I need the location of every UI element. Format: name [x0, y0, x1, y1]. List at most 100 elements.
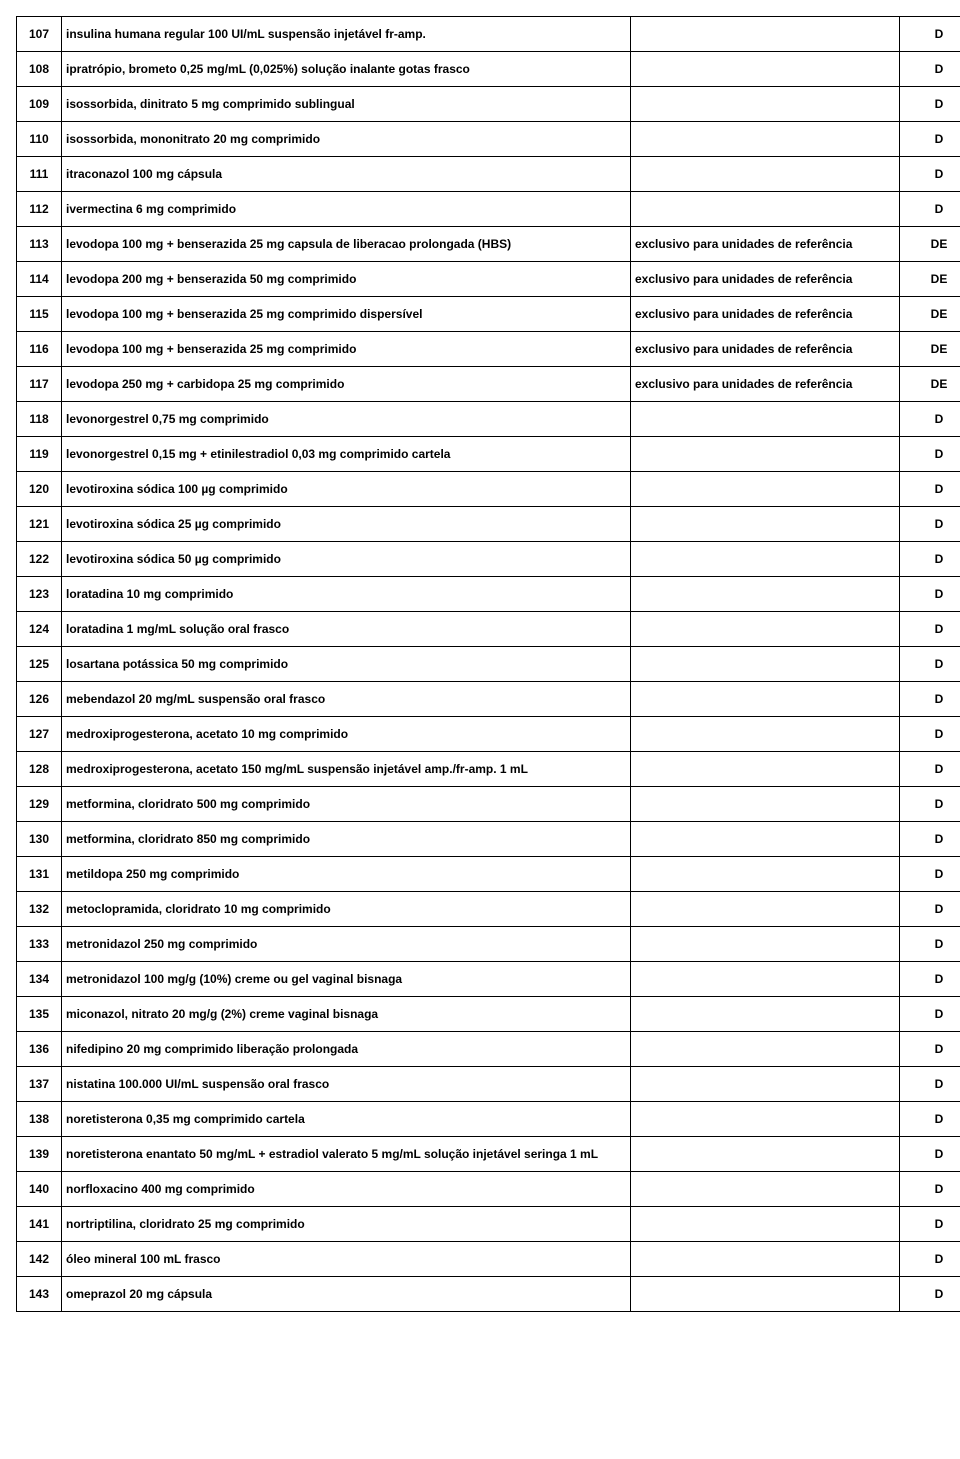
- row-number: 125: [17, 647, 62, 682]
- table-row: 121levotiroxina sódica 25 µg comprimidoD: [17, 507, 960, 542]
- row-note: [631, 1277, 900, 1312]
- row-code: D: [900, 927, 960, 962]
- row-number: 120: [17, 472, 62, 507]
- row-number: 121: [17, 507, 62, 542]
- table-row: 138noretisterona 0,35 mg comprimido cart…: [17, 1102, 960, 1137]
- row-note: [631, 752, 900, 787]
- row-number: 118: [17, 402, 62, 437]
- row-description: levodopa 250 mg + carbidopa 25 mg compri…: [62, 367, 631, 402]
- row-number: 126: [17, 682, 62, 717]
- table-row: 141nortriptilina, cloridrato 25 mg compr…: [17, 1207, 960, 1242]
- row-number: 128: [17, 752, 62, 787]
- row-description: losartana potássica 50 mg comprimido: [62, 647, 631, 682]
- row-description: noretisterona 0,35 mg comprimido cartela: [62, 1102, 631, 1137]
- row-number: 112: [17, 192, 62, 227]
- row-description: levodopa 200 mg + benserazida 50 mg comp…: [62, 262, 631, 297]
- row-code: D: [900, 192, 960, 227]
- row-code: D: [900, 822, 960, 857]
- table-row: 132metoclopramida, cloridrato 10 mg comp…: [17, 892, 960, 927]
- table-row: 111itraconazol 100 mg cápsulaD: [17, 157, 960, 192]
- table-row: 131metildopa 250 mg comprimidoD: [17, 857, 960, 892]
- row-number: 111: [17, 157, 62, 192]
- row-code: D: [900, 122, 960, 157]
- row-number: 136: [17, 1032, 62, 1067]
- row-code: D: [900, 87, 960, 122]
- row-note: [631, 192, 900, 227]
- row-description: norfloxacino 400 mg comprimido: [62, 1172, 631, 1207]
- row-number: 137: [17, 1067, 62, 1102]
- row-number: 108: [17, 52, 62, 87]
- row-description: metoclopramida, cloridrato 10 mg comprim…: [62, 892, 631, 927]
- row-description: insulina humana regular 100 UI/mL suspen…: [62, 17, 631, 52]
- row-description: levonorgestrel 0,15 mg + etinilestradiol…: [62, 437, 631, 472]
- row-note: [631, 1102, 900, 1137]
- row-number: 133: [17, 927, 62, 962]
- row-note: exclusivo para unidades de referência: [631, 367, 900, 402]
- row-code: D: [900, 472, 960, 507]
- row-number: 123: [17, 577, 62, 612]
- row-code: D: [900, 857, 960, 892]
- table-row: 140norfloxacino 400 mg comprimidoD: [17, 1172, 960, 1207]
- row-note: exclusivo para unidades de referência: [631, 297, 900, 332]
- row-note: [631, 1067, 900, 1102]
- row-number: 139: [17, 1137, 62, 1172]
- table-row: 139noretisterona enantato 50 mg/mL + est…: [17, 1137, 960, 1172]
- row-note: [631, 17, 900, 52]
- row-note: [631, 787, 900, 822]
- row-note: [631, 1172, 900, 1207]
- row-number: 129: [17, 787, 62, 822]
- row-note: [631, 962, 900, 997]
- row-description: mebendazol 20 mg/mL suspensão oral frasc…: [62, 682, 631, 717]
- row-code: DE: [900, 332, 960, 367]
- row-description: medroxiprogesterona, acetato 10 mg compr…: [62, 717, 631, 752]
- row-description: itraconazol 100 mg cápsula: [62, 157, 631, 192]
- table-row: 136nifedipino 20 mg comprimido liberação…: [17, 1032, 960, 1067]
- table-row: 134metronidazol 100 mg/g (10%) creme ou …: [17, 962, 960, 997]
- row-code: D: [900, 1242, 960, 1277]
- table-row: 143omeprazol 20 mg cápsulaD: [17, 1277, 960, 1312]
- row-description: nistatina 100.000 UI/mL suspensão oral f…: [62, 1067, 631, 1102]
- row-note: exclusivo para unidades de referência: [631, 332, 900, 367]
- table-row: 117levodopa 250 mg + carbidopa 25 mg com…: [17, 367, 960, 402]
- table-row: 119levonorgestrel 0,15 mg + etinilestrad…: [17, 437, 960, 472]
- row-number: 109: [17, 87, 62, 122]
- row-number: 131: [17, 857, 62, 892]
- row-note: [631, 927, 900, 962]
- row-code: D: [900, 542, 960, 577]
- row-code: D: [900, 1137, 960, 1172]
- row-code: D: [900, 1102, 960, 1137]
- table-row: 108ipratrópio, brometo 0,25 mg/mL (0,025…: [17, 52, 960, 87]
- row-note: [631, 1137, 900, 1172]
- row-description: miconazol, nitrato 20 mg/g (2%) creme va…: [62, 997, 631, 1032]
- table-row: 137nistatina 100.000 UI/mL suspensão ora…: [17, 1067, 960, 1102]
- row-description: medroxiprogesterona, acetato 150 mg/mL s…: [62, 752, 631, 787]
- row-description: óleo mineral 100 mL frasco: [62, 1242, 631, 1277]
- row-code: D: [900, 577, 960, 612]
- row-description: metronidazol 250 mg comprimido: [62, 927, 631, 962]
- row-code: D: [900, 1277, 960, 1312]
- row-code: DE: [900, 262, 960, 297]
- row-note: [631, 822, 900, 857]
- row-code: D: [900, 17, 960, 52]
- row-number: 115: [17, 297, 62, 332]
- row-note: [631, 612, 900, 647]
- row-note: [631, 1032, 900, 1067]
- row-description: noretisterona enantato 50 mg/mL + estrad…: [62, 1137, 631, 1172]
- row-number: 114: [17, 262, 62, 297]
- row-code: DE: [900, 367, 960, 402]
- table-row: 110isossorbida, mononitrato 20 mg compri…: [17, 122, 960, 157]
- row-description: omeprazol 20 mg cápsula: [62, 1277, 631, 1312]
- row-description: levotiroxina sódica 25 µg comprimido: [62, 507, 631, 542]
- table-row: 130metformina, cloridrato 850 mg comprim…: [17, 822, 960, 857]
- row-code: DE: [900, 297, 960, 332]
- table-row: 129metformina, cloridrato 500 mg comprim…: [17, 787, 960, 822]
- row-code: D: [900, 52, 960, 87]
- table-row: 120levotiroxina sódica 100 µg comprimido…: [17, 472, 960, 507]
- row-description: isossorbida, mononitrato 20 mg comprimid…: [62, 122, 631, 157]
- row-number: 141: [17, 1207, 62, 1242]
- row-description: metformina, cloridrato 850 mg comprimido: [62, 822, 631, 857]
- row-description: nortriptilina, cloridrato 25 mg comprimi…: [62, 1207, 631, 1242]
- row-code: D: [900, 997, 960, 1032]
- row-note: [631, 682, 900, 717]
- row-number: 142: [17, 1242, 62, 1277]
